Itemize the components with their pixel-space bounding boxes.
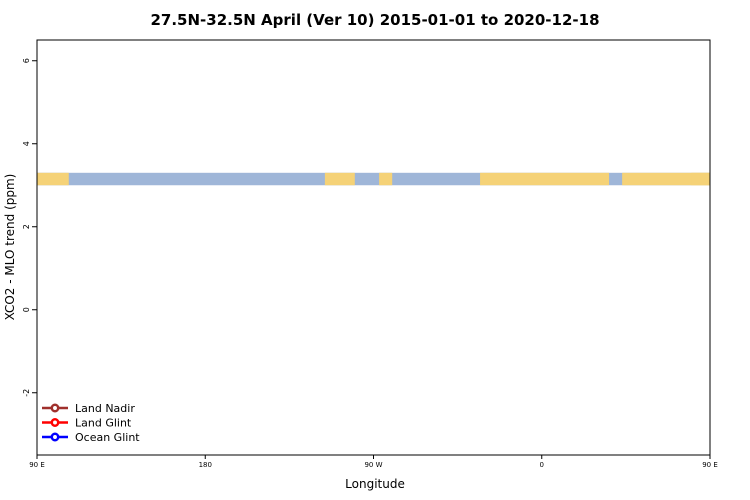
y-tick-label: 6	[22, 58, 31, 63]
legend-item: Land Glint	[42, 417, 132, 430]
legend-item: Land Nadir	[42, 402, 135, 415]
land-ocean-band	[37, 172, 710, 186]
chart-title: 27.5N-32.5N April (Ver 10) 2015-01-01 to…	[150, 11, 599, 29]
legend-label: Land Glint	[75, 417, 132, 430]
land-band-segment	[622, 172, 710, 186]
x-tick-label: 90 W	[364, 461, 382, 469]
legend-swatch-marker	[50, 432, 60, 442]
legend-item: Ocean Glint	[42, 431, 140, 444]
y-tick-label: -2	[22, 389, 31, 397]
y-axis-label: XCO2 - MLO trend (ppm)	[3, 174, 17, 321]
land-band-segment	[379, 172, 393, 186]
x-axis: 90 E 180 90 W 0 90 E	[29, 455, 718, 469]
land-band-segment	[480, 172, 610, 186]
land-band-segment	[691, 172, 710, 186]
y-tick-label: 4	[22, 141, 31, 146]
land-band-segment	[324, 172, 355, 186]
y-axis: -2 0 2 4 6	[22, 58, 37, 397]
y-tick-label: 2	[22, 224, 31, 229]
y-tick-label: 0	[22, 307, 31, 312]
legend-label: Land Nadir	[75, 402, 135, 415]
x-axis-label: Longitude	[345, 477, 405, 491]
land-band-segment	[37, 172, 69, 186]
plot-area-frame	[36, 39, 711, 456]
legend-swatch-marker	[50, 403, 60, 413]
x-tick-label: 0	[540, 461, 544, 469]
x-tick-label: 90 E	[702, 461, 718, 469]
legend-swatch-marker	[50, 418, 60, 427]
x-tick-label: 180	[199, 461, 212, 469]
legend-label: Ocean Glint	[75, 431, 140, 444]
x-tick-label: 90 E	[29, 461, 45, 469]
